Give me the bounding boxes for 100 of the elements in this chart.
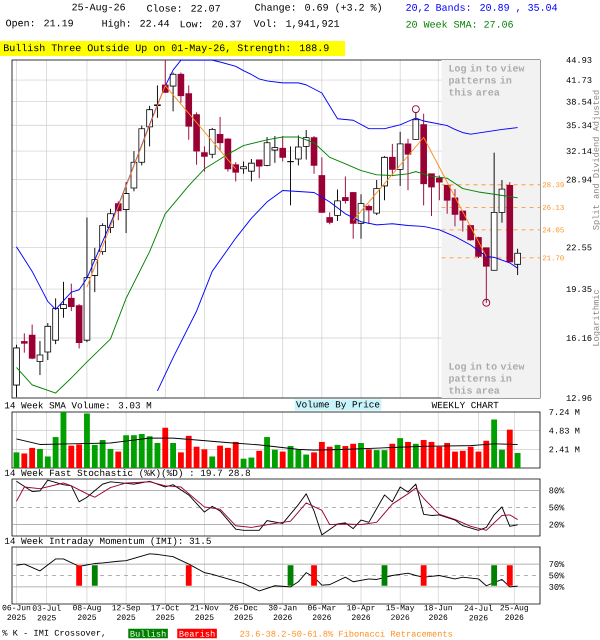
text: Low: 20.37 [180, 20, 241, 28]
candlestick [389, 143, 396, 177]
bar [405, 442, 411, 468]
bar [397, 438, 404, 468]
x-tick-label: 10-Apr 2026 [347, 604, 375, 620]
x-tick-label: 17-Oct 2025 [151, 604, 179, 620]
bar [326, 446, 333, 468]
candlestick [201, 146, 208, 172]
y-tick-label: 70% [549, 561, 564, 568]
bar [224, 448, 231, 468]
bar [280, 452, 286, 468]
text: 20,2 Bands: 20.89 , 35.04 [406, 4, 558, 13]
y-tick-label: 50% [549, 504, 564, 510]
text: Bullish [130, 630, 166, 637]
bar [476, 452, 482, 468]
y-tick-label: 50% [549, 572, 564, 578]
text: Close: 22.07 [147, 4, 220, 12]
text: 25-Aug-26 [72, 4, 125, 12]
y-tick-label: 30% [549, 584, 564, 590]
bar [358, 443, 364, 468]
text: Volume By Price [296, 400, 380, 410]
x-tick-label: 03-Jul 2025 [32, 604, 61, 620]
bar [342, 446, 348, 468]
bar [178, 452, 184, 468]
bar [100, 440, 106, 468]
bar [186, 436, 192, 468]
x-tick-label: 12-Sep 2025 [112, 604, 140, 620]
bar [374, 450, 380, 468]
x-tick-label: 30-Jan 2026 [268, 604, 296, 620]
y-tick-label: 28.94 [566, 176, 592, 183]
x-tick-label: 08-Aug 2025 [73, 604, 101, 620]
y-tick-label: 2.41 M [549, 446, 580, 452]
bar [108, 448, 114, 468]
y-tick-label: 7.24 M [549, 409, 580, 415]
candlestick [287, 146, 294, 206]
bar [217, 446, 223, 468]
bar [452, 452, 458, 468]
x-tick-label: 24-Jul 2026 [464, 604, 492, 620]
bar [389, 444, 396, 468]
bar [468, 446, 474, 468]
y-tick-label: 44.93 [566, 57, 592, 63]
x-tick-label: 26-Dec 2025 [230, 604, 258, 620]
bar [366, 449, 372, 468]
text: 20 Week SMA: 27.06 [406, 20, 513, 28]
bar [256, 450, 262, 468]
text: Bearish [180, 630, 214, 637]
text: Open: 21.19 [6, 20, 73, 28]
bar [154, 443, 160, 468]
bar [240, 458, 246, 468]
bar [123, 435, 130, 468]
x-tick-label: 18-Jun 2026 [424, 604, 452, 620]
candlestick [326, 212, 334, 225]
bar [288, 446, 294, 468]
bar [138, 434, 145, 468]
text: WEEKLY CHART [432, 402, 498, 408]
chart-title: Bullish Three Outside Up on 01-May-26, Strength: 188.9 [4, 44, 329, 54]
chart-title: 14 Week Intraday Momentum (IMI): 31.5 [4, 537, 211, 546]
text: Log in to view patterns in this area [449, 64, 524, 96]
bar [162, 428, 168, 468]
bar [170, 443, 176, 468]
y-tick-label: 4.83 M [549, 428, 580, 434]
bar [444, 443, 450, 468]
bar [21, 453, 28, 468]
candlestick [334, 189, 341, 222]
y-tick-label: 16.16 [566, 335, 592, 341]
candlestick [366, 204, 372, 224]
bar [84, 414, 90, 468]
bar [506, 430, 513, 468]
bar [483, 440, 490, 468]
bar [420, 440, 427, 468]
candlestick [279, 136, 286, 162]
bar [44, 456, 51, 468]
bar [131, 435, 137, 468]
bar [491, 419, 498, 468]
candlestick [358, 194, 364, 240]
text: 23.6-38.2-50-61.8% Fibonacci Retracements [240, 630, 452, 637]
line-series [16, 438, 518, 451]
bar [92, 444, 98, 468]
bar [248, 458, 254, 468]
candlestick [514, 248, 521, 276]
x-tick-label: 21-Nov 2025 [190, 604, 219, 620]
legend-title: % K - IMI Crossover, [2, 630, 104, 638]
text: High: 22.44 [102, 19, 170, 29]
band-label: Log in to view patterns in this area [449, 362, 524, 394]
bar [115, 452, 122, 468]
bar [382, 450, 388, 468]
text: Vol: 1,941,921 [254, 20, 340, 29]
bar [334, 444, 340, 468]
bar [460, 450, 466, 468]
bar [68, 446, 74, 468]
bar [194, 446, 200, 468]
y-tick-label: 32.14 [566, 148, 592, 154]
bar [303, 454, 310, 468]
x-tick-label: 25-Aug 2026 [500, 604, 528, 620]
bar [436, 446, 442, 468]
y-tick-label: 38.54 [566, 98, 592, 105]
bar [232, 442, 239, 468]
text: Change: 0.69 (+3.2 %) [255, 3, 381, 13]
bar [272, 450, 278, 468]
bar [264, 437, 270, 468]
